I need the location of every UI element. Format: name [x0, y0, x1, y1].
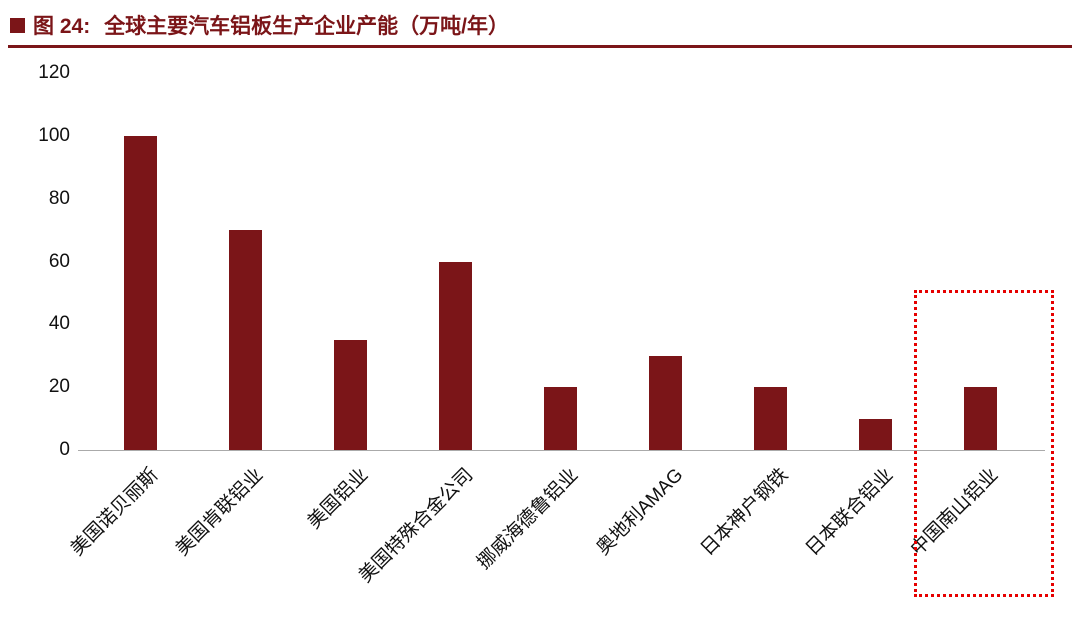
highlight-box — [914, 290, 1054, 597]
y-axis-tick-label: 80 — [48, 187, 70, 209]
y-axis-tick-label: 100 — [38, 124, 70, 146]
bar — [753, 387, 787, 450]
bar — [963, 387, 997, 450]
bar — [858, 418, 892, 450]
y-axis-tick-label: 120 — [38, 62, 70, 83]
bar — [123, 135, 157, 450]
bar — [228, 230, 262, 450]
square-bullet-icon — [10, 17, 25, 33]
y-axis-tick-label: 60 — [48, 250, 70, 272]
chart-header: 图 24: 全球主要汽车铝板生产企业产能（万吨/年） — [10, 8, 1070, 42]
bar — [333, 340, 367, 450]
bar — [543, 387, 577, 450]
y-axis-tick-label: 40 — [48, 313, 70, 335]
bar — [648, 355, 682, 450]
x-axis-line — [78, 450, 1045, 451]
bar — [438, 261, 472, 450]
y-axis-tick-label: 20 — [48, 376, 70, 398]
title-underline — [8, 45, 1072, 48]
chart-title: 全球主要汽车铝板生产企业产能（万吨/年） — [104, 15, 510, 38]
figure-number-label: 图 24: — [33, 15, 91, 38]
y-axis-tick-label: 0 — [59, 439, 70, 460]
